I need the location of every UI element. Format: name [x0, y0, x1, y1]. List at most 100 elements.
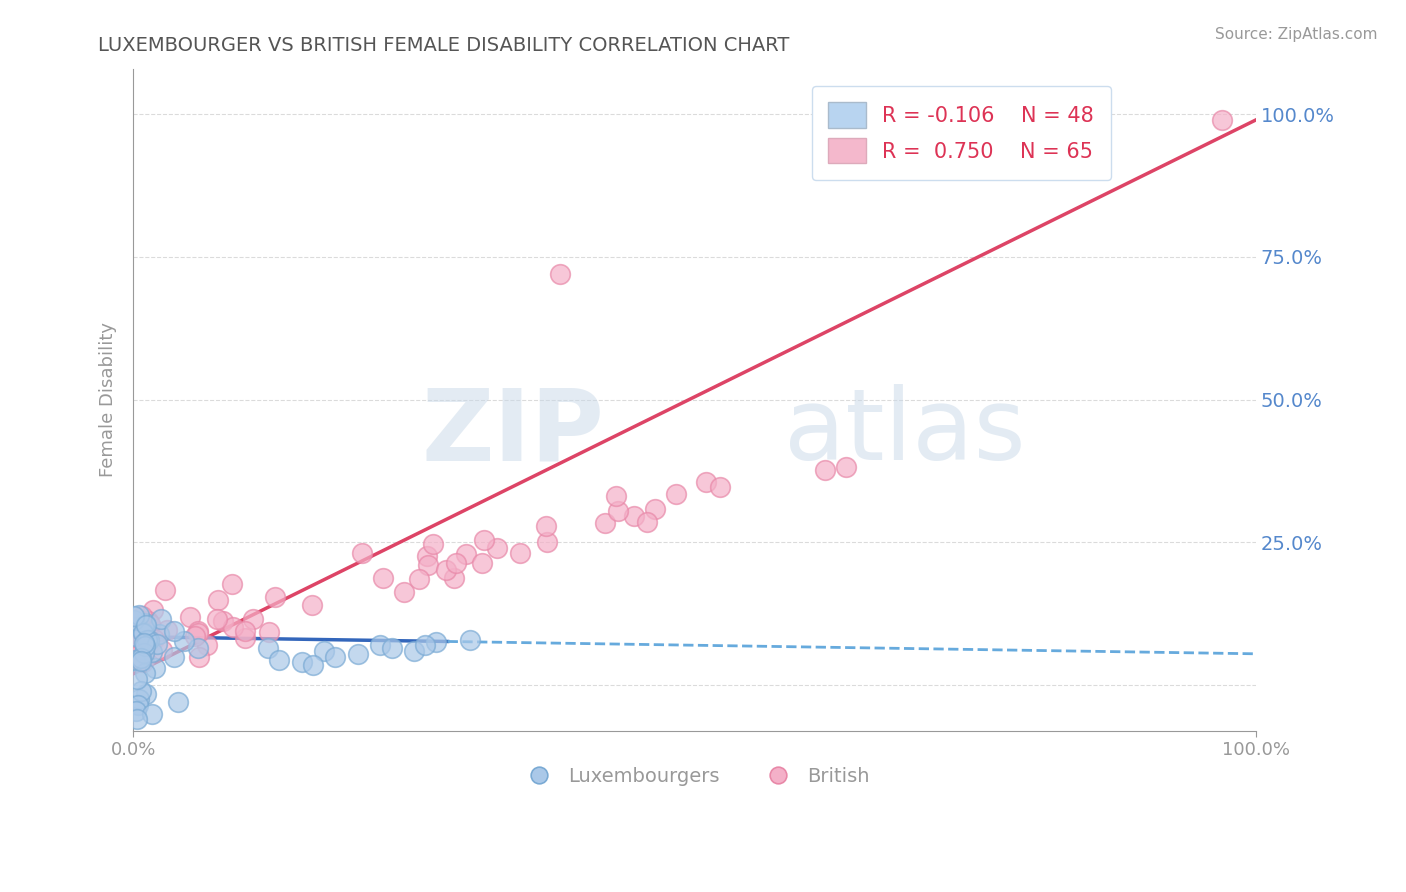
Point: [149, 612, 172, 626]
Point: [368, 638, 391, 652]
Text: atlas: atlas: [785, 384, 1026, 482]
Point: [458, 632, 481, 647]
Point: [124, 629, 146, 643]
Point: [195, 638, 218, 652]
Point: [187, 640, 209, 655]
Point: [352, 546, 374, 560]
Point: [134, 636, 156, 650]
Point: [454, 547, 477, 561]
Point: [138, 632, 160, 647]
Point: [834, 459, 856, 474]
Point: [605, 489, 627, 503]
Point: [124, 620, 146, 634]
Point: [301, 598, 323, 612]
Point: [485, 541, 508, 555]
Point: [148, 627, 170, 641]
Point: [509, 546, 531, 560]
Point: [205, 612, 228, 626]
Point: [695, 475, 717, 490]
Point: [371, 571, 394, 585]
Point: [163, 624, 186, 638]
Point: [413, 638, 436, 652]
Point: [167, 695, 190, 709]
Point: [143, 632, 166, 647]
Point: [127, 698, 149, 713]
Point: [644, 502, 666, 516]
Point: [446, 556, 468, 570]
Point: [392, 584, 415, 599]
Point: [131, 656, 153, 670]
Point: [471, 556, 494, 570]
Point: [134, 616, 156, 631]
Point: [233, 624, 256, 638]
Y-axis label: Female Disability: Female Disability: [100, 322, 117, 477]
Point: [212, 614, 235, 628]
Point: [347, 647, 370, 661]
Text: LUXEMBOURGER VS BRITISH FEMALE DISABILITY CORRELATION CHART: LUXEMBOURGER VS BRITISH FEMALE DISABILIT…: [98, 36, 790, 54]
Point: [380, 641, 402, 656]
Point: [257, 641, 280, 656]
Point: [124, 653, 146, 667]
Point: [222, 620, 245, 634]
Point: [314, 644, 336, 658]
Point: [607, 504, 630, 518]
Point: [131, 684, 153, 698]
Point: [425, 635, 447, 649]
Point: [402, 644, 425, 658]
Point: [124, 609, 146, 624]
Point: [187, 626, 209, 640]
Point: [136, 624, 159, 639]
Point: [132, 653, 155, 667]
Point: [207, 592, 229, 607]
Point: [155, 582, 177, 597]
Point: [132, 656, 155, 670]
Point: [415, 549, 437, 564]
Point: [124, 630, 146, 644]
Point: [593, 516, 616, 530]
Point: [125, 704, 148, 718]
Point: [257, 624, 280, 639]
Text: ZIP: ZIP: [422, 384, 605, 482]
Point: [129, 651, 152, 665]
Point: [416, 558, 439, 572]
Point: [264, 590, 287, 604]
Point: [135, 633, 157, 648]
Point: [183, 629, 205, 643]
Point: [125, 649, 148, 664]
Point: [443, 571, 465, 585]
Point: [136, 615, 159, 629]
Point: [242, 611, 264, 625]
Point: [138, 617, 160, 632]
Point: [665, 486, 688, 500]
Point: [135, 618, 157, 632]
Point: [141, 706, 163, 721]
Point: [138, 636, 160, 650]
Legend: Luxembourgers, British: Luxembourgers, British: [512, 759, 877, 794]
Point: [186, 624, 208, 639]
Point: [636, 515, 658, 529]
Point: [132, 646, 155, 660]
Point: [134, 666, 156, 681]
Point: [179, 610, 201, 624]
Point: [127, 672, 149, 686]
Point: [135, 639, 157, 653]
Point: [472, 533, 495, 547]
Point: [150, 643, 173, 657]
Point: [128, 692, 150, 706]
Point: [188, 650, 211, 665]
Point: [814, 463, 837, 477]
Point: [302, 658, 325, 673]
Point: [142, 602, 165, 616]
Text: Source: ZipAtlas.com: Source: ZipAtlas.com: [1215, 27, 1378, 42]
Point: [325, 649, 347, 664]
Point: [129, 654, 152, 668]
Point: [163, 650, 186, 665]
Point: [145, 637, 167, 651]
Point: [235, 631, 257, 645]
Point: [134, 639, 156, 653]
Point: [127, 713, 149, 727]
Point: [548, 267, 571, 281]
Point: [132, 625, 155, 640]
Point: [623, 509, 645, 524]
Point: [128, 642, 150, 657]
